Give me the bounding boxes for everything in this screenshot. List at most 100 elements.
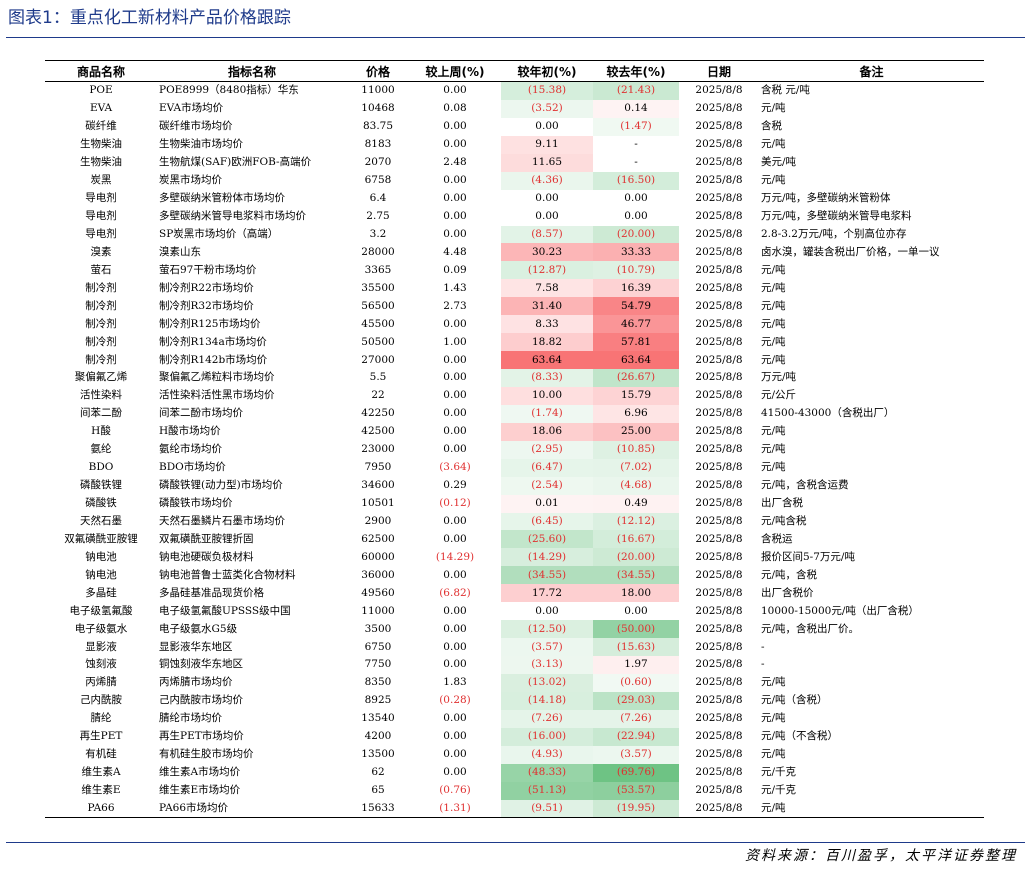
yoy-change-cell: (22.94): [593, 727, 679, 746]
note-cell: 元/吨: [761, 461, 786, 474]
yoy-change-cell: (26.67): [593, 369, 679, 387]
table-row: 维生素E 维生素E市场均价 65 (0.76) (51.13) (53.57) 2025/8…: [45, 781, 984, 800]
ytd-change-cell: (1.74): [501, 404, 593, 423]
wow-change-cell: (1.31): [409, 799, 501, 819]
price-cell: 6758: [364, 174, 392, 187]
price-cell: 83.75: [362, 120, 394, 133]
note-cell: 万元/吨，多壁碳纳米管导电浆料: [761, 210, 912, 223]
price-cell: 36000: [361, 568, 395, 581]
date-cell: 2025/8/8: [695, 712, 743, 725]
note-cell: 元/吨，含税含运费: [761, 479, 849, 492]
yoy-change-cell: (21.43): [593, 81, 679, 100]
ytd-change-cell: 0.01: [501, 494, 593, 513]
note-cell: 元/吨（含税）: [761, 694, 828, 707]
note-cell: 元/吨: [761, 443, 786, 456]
note-cell: 元/吨: [761, 317, 786, 330]
product-name-cell: 双氟磺酰亚胺锂: [64, 532, 138, 545]
note-cell: 元/吨: [761, 353, 786, 366]
table-row: 丙烯腈 丙烯腈市场均价 8350 1.83 (13.02) (0.60) 2025/8/8 元…: [45, 673, 984, 692]
ytd-change-cell: (8.57): [501, 225, 593, 244]
wow-change-cell: 0.00: [443, 568, 467, 581]
table-body: POE POE8999（8480指标）华东 11000 0.00 (15.38) (21.…: [45, 81, 984, 819]
wow-change-cell: 0.00: [443, 407, 467, 420]
ytd-change-cell: 11.65: [501, 153, 593, 172]
wow-change-cell: 0.00: [443, 317, 467, 330]
product-name-cell: 维生素A: [81, 766, 121, 779]
date-cell: 2025/8/8: [695, 156, 743, 169]
indicator-name-cell: POE8999（8480指标）华东: [159, 84, 299, 97]
date-cell: 2025/8/8: [695, 335, 743, 348]
table-row: 显影液 显影液华东地区 6750 0.00 (3.57) (15.63) 2025/8/8 -: [45, 638, 984, 656]
ytd-change-cell: (4.93): [501, 745, 593, 764]
product-name-cell: 生物柴油: [80, 138, 122, 151]
table-row: 维生素A 维生素A市场均价 62 0.00 (48.33) (69.76) 2025/8/8…: [45, 763, 984, 782]
date-cell: 2025/8/8: [695, 245, 743, 258]
table-row: 磷酸铁锂 磷酸铁锂(动力型)市场均价 34600 0.29 (2.54) (4.68) 20…: [45, 476, 984, 495]
ytd-change-cell: 10.00: [501, 386, 593, 405]
yoy-change-cell: 25.00: [593, 422, 679, 441]
indicator-name-cell: 多壁碳纳米管导电浆料市场均价: [159, 210, 306, 223]
product-name-cell: 活性染料: [80, 389, 122, 402]
product-name-cell: 制冷剂: [85, 335, 117, 348]
ytd-change-cell: (15.38): [501, 81, 593, 100]
date-cell: 2025/8/8: [695, 138, 743, 151]
price-cell: 11000: [361, 604, 395, 617]
date-cell: 2025/8/8: [695, 748, 743, 761]
indicator-name-cell: PA66市场均价: [157, 799, 347, 819]
date-cell: 2025/8/8: [695, 514, 743, 527]
price-cell: 4200: [364, 730, 392, 743]
ytd-change-cell: (3.52): [501, 99, 593, 118]
table-row: 碳纤维 碳纤维市场均价 83.75 0.00 0.00 (1.47) 2025/8/8 含税: [45, 117, 984, 136]
yoy-change-cell: (16.67): [593, 530, 679, 549]
product-name-cell: 氨纶: [90, 443, 112, 456]
note-cell: 元/吨，含税: [761, 568, 818, 581]
date-cell: 2025/8/8: [695, 263, 743, 276]
note-cell: 出厂含税: [761, 497, 803, 510]
yoy-change-cell: (53.57): [593, 781, 679, 800]
product-name-cell: 电子级氨水: [74, 622, 128, 635]
indicator-name-cell: 维生素E市场均价: [159, 784, 241, 797]
table-row: 有机硅 有机硅生胶市场均价 13500 0.00 (4.93) (3.57) 2025/8/…: [45, 745, 984, 764]
wow-change-cell: 0.00: [443, 227, 467, 240]
table-row: 萤石 萤石97干粉市场均价 3365 0.09 (12.87) (10.79) 2025/8…: [45, 261, 984, 280]
product-name-cell: 制冷剂: [85, 299, 117, 312]
product-name-cell: 再生PET: [79, 730, 123, 743]
date-cell: 2025/8/8: [695, 784, 743, 797]
ytd-change-cell: 7.58: [501, 279, 593, 298]
indicator-name-cell: 双氟磺酰亚胺锂折固: [159, 532, 254, 545]
yoy-change-cell: 54.79: [593, 297, 679, 316]
indicator-name-cell: 磷酸铁锂(动力型)市场均价: [159, 479, 283, 492]
price-cell: 3365: [364, 263, 392, 276]
header-indicator: 指标名称: [157, 60, 347, 82]
yoy-change-cell: (20.00): [593, 225, 679, 244]
yoy-change-cell: (16.50): [593, 171, 679, 190]
indicator-name-cell: 碳纤维市场均价: [159, 120, 233, 133]
ytd-change-cell: 30.23: [501, 243, 593, 262]
note-cell: 元/吨: [759, 799, 984, 819]
yoy-change-cell: 0.00: [624, 210, 648, 223]
product-name-cell: 制冷剂: [85, 281, 117, 294]
product-name-cell: 溴素: [90, 245, 112, 258]
wow-change-cell: 0.00: [443, 514, 467, 527]
note-cell: 元/吨: [761, 712, 786, 725]
table-row: 己内酰胺 己内酰胺市场均价 8925 (0.28) (14.18) (29.03) 2025…: [45, 691, 984, 710]
date-cell: 2025/8/8: [695, 443, 743, 456]
product-name-cell: BDO: [88, 461, 114, 474]
indicator-name-cell: 萤石97干粉市场均价: [159, 263, 257, 276]
yoy-change-cell: (7.26): [593, 709, 679, 728]
indicator-name-cell: 磷酸铁市场均价: [159, 497, 233, 510]
indicator-name-cell: 多壁碳纳米管粉体市场均价: [159, 192, 285, 205]
date-cell: 2025/8/8: [695, 461, 743, 474]
note-cell: 美元/吨: [761, 156, 797, 169]
indicator-name-cell: 氨纶市场均价: [159, 443, 222, 456]
date-cell: 2025/8/8: [695, 586, 743, 599]
note-cell: 元/千克: [761, 784, 797, 797]
table-row: EVA EVA市场均价 10468 0.08 (3.52) 0.14 2025/8/8 元/吨: [45, 99, 984, 118]
yoy-change-cell: 57.81: [593, 333, 679, 352]
ytd-change-cell: (7.26): [501, 709, 593, 728]
header-product: 商品名称: [45, 60, 157, 82]
product-name-cell: 萤石: [90, 263, 112, 276]
indicator-name-cell: 腈纶市场均价: [159, 712, 222, 725]
note-cell: 元/吨: [761, 102, 786, 115]
ytd-change-cell: 18.06: [501, 422, 593, 441]
